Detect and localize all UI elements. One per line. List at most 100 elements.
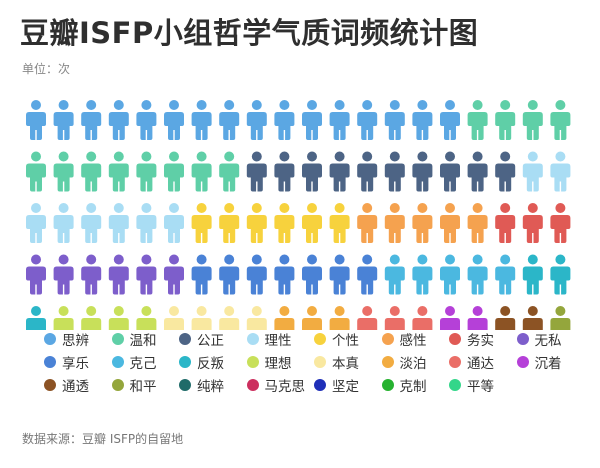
person-icon — [329, 203, 350, 244]
legend-item: 感性 — [381, 330, 450, 349]
person-icon — [467, 254, 488, 296]
legend-label: 感性 — [399, 332, 427, 349]
person-icon — [274, 151, 295, 193]
person-icon — [550, 151, 571, 193]
person-icon — [329, 254, 350, 296]
legend-label: 本真 — [332, 355, 359, 372]
legend-item: 享乐 — [44, 353, 112, 372]
person-icon — [357, 151, 378, 193]
person-icon — [522, 151, 543, 193]
person-icon — [357, 306, 378, 330]
person-icon — [164, 151, 184, 193]
legend-label: 个性 — [332, 332, 359, 349]
person-icon — [108, 254, 129, 296]
person-icon — [191, 151, 212, 193]
legend-swatch — [44, 332, 56, 345]
legend-label: 思辨 — [62, 332, 89, 349]
legend-swatch — [44, 355, 56, 368]
legend-label: 通达 — [467, 355, 494, 372]
legend-item: 公正 — [179, 330, 247, 349]
person-icon — [384, 203, 405, 244]
person-icon — [550, 306, 571, 330]
person-icon — [136, 203, 157, 244]
legend-item: 平等 — [449, 376, 517, 395]
legend-swatch — [449, 378, 461, 391]
person-icon — [164, 306, 184, 330]
person-icon — [412, 100, 433, 141]
person-icon — [26, 306, 46, 330]
legend-label: 无私 — [534, 332, 562, 349]
legend-item: 克己 — [111, 353, 180, 372]
person-icon — [26, 254, 46, 296]
data-source: 数据来源：豆瓣 ISFP的自留地 — [22, 432, 184, 446]
person-icon — [164, 203, 184, 244]
person-icon — [550, 203, 571, 244]
legend-swatch — [314, 332, 326, 345]
person-icon — [81, 100, 102, 141]
person-icon — [522, 254, 543, 296]
person-icon — [467, 306, 488, 330]
legend-item: 温和 — [111, 330, 180, 349]
legend-swatch — [246, 332, 259, 345]
person-icon — [440, 151, 460, 193]
legend-label: 克制 — [399, 378, 427, 395]
person-icon — [440, 306, 460, 330]
legend-item: 通透 — [44, 376, 112, 395]
legend-swatch — [381, 332, 394, 345]
person-icon — [219, 151, 240, 193]
legend-swatch — [179, 355, 191, 368]
legend-swatch — [516, 355, 529, 368]
person-icon — [357, 100, 378, 141]
person-icon — [495, 254, 516, 296]
person-icon — [136, 306, 157, 330]
person-icon — [108, 100, 129, 141]
person-icon — [26, 100, 46, 141]
person-icon — [246, 203, 267, 244]
legend-swatch — [381, 378, 394, 391]
person-icon — [191, 203, 212, 244]
person-icon — [412, 151, 433, 193]
person-icon — [329, 306, 350, 330]
legend-item: 和平 — [111, 376, 180, 395]
person-icon — [81, 203, 102, 244]
legend-swatch — [246, 355, 259, 368]
person-icon — [191, 306, 212, 330]
person-icon — [219, 306, 240, 330]
pictogram-chart — [26, 100, 571, 330]
person-icon — [302, 306, 322, 330]
legend-label: 温和 — [129, 332, 157, 349]
person-icon — [384, 254, 405, 296]
person-icon — [495, 100, 516, 141]
person-icon — [495, 306, 516, 330]
person-icon — [246, 306, 267, 330]
person-icon — [219, 254, 240, 296]
person-icon — [467, 151, 488, 193]
legend-swatch — [111, 355, 124, 368]
legend-item: 通达 — [449, 353, 517, 372]
person-icon — [302, 203, 322, 244]
legend-item: 淡泊 — [381, 353, 450, 372]
person-icon — [302, 254, 322, 296]
legend-item: 无私 — [516, 330, 585, 349]
legend-item: 克制 — [381, 376, 450, 395]
legend-swatch — [179, 378, 191, 391]
legend-label: 公正 — [197, 332, 224, 349]
legend-label: 理性 — [264, 332, 292, 349]
person-icon — [329, 100, 350, 141]
person-icon — [302, 100, 322, 141]
person-icon — [81, 306, 102, 330]
legend-label: 反叛 — [197, 355, 224, 372]
person-icon — [108, 203, 129, 244]
person-icon — [191, 254, 212, 296]
legend-label: 务实 — [467, 332, 494, 349]
legend-item: 务实 — [449, 330, 517, 349]
legend-item: 个性 — [314, 330, 382, 349]
legend-item: 理想 — [246, 353, 315, 372]
legend-label: 平等 — [467, 378, 494, 395]
legend-swatch — [111, 378, 124, 391]
legend-item: 沉着 — [516, 353, 585, 372]
person-icon — [136, 254, 157, 296]
legend-swatch — [246, 378, 259, 391]
legend-swatch — [449, 355, 461, 368]
unit-label: 单位：次 — [22, 62, 71, 76]
